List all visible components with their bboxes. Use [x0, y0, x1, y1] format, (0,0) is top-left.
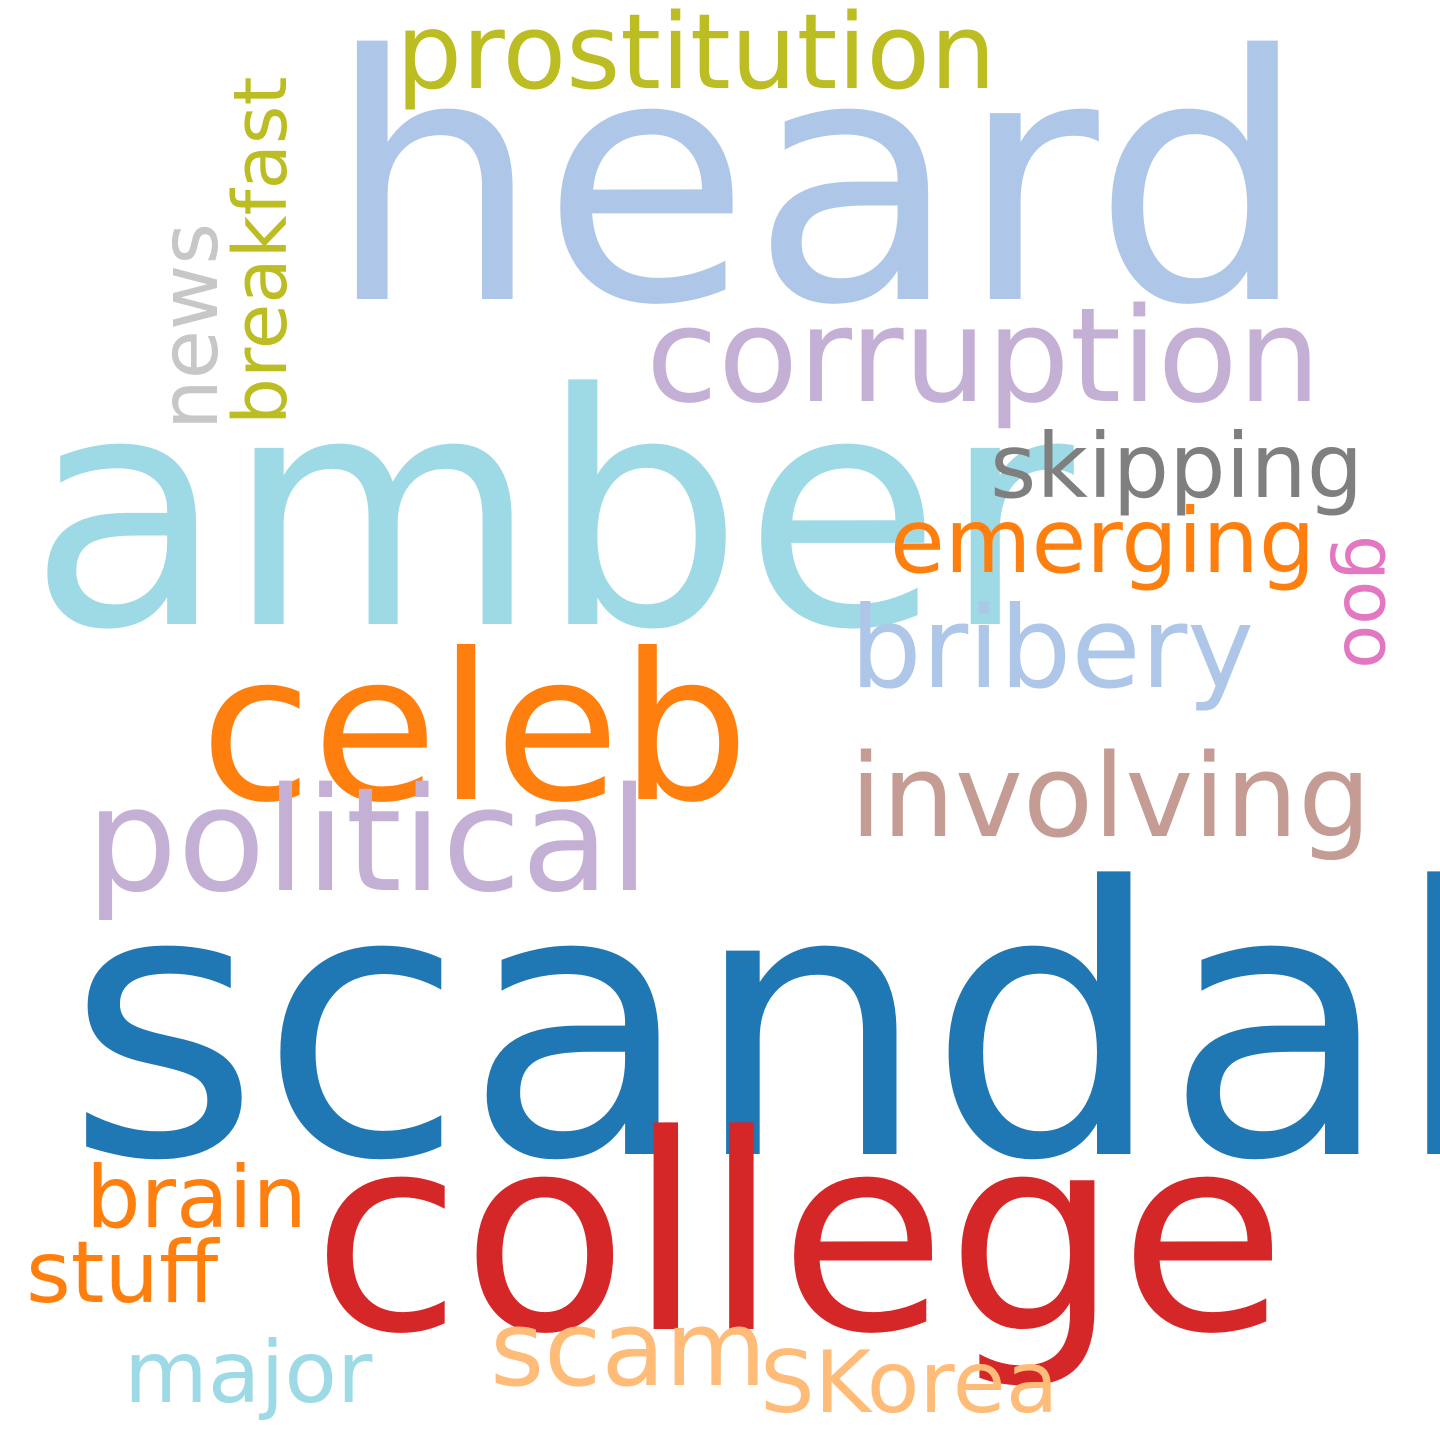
word-heard: heard [326, 0, 1309, 380]
word-amber: amber [28, 325, 1074, 700]
word-major: major [124, 1323, 373, 1423]
word-involving: involving [850, 730, 1372, 864]
word-skipping: skipping [990, 414, 1364, 518]
word-skorea: SKorea [760, 1333, 1059, 1433]
word-prostitution: prostitution [396, 0, 996, 113]
word-goo: goo [1328, 535, 1412, 669]
word-emerging: emerging [890, 489, 1316, 593]
word-college: college [312, 1078, 1287, 1394]
word-celeb: celeb [200, 611, 750, 848]
word-scandal: scandal [66, 809, 1440, 1242]
word-stuff: stuff [26, 1223, 219, 1323]
word-bribery: bribery [850, 582, 1255, 714]
word-scam: scam [490, 1288, 767, 1410]
word-brain: brain [86, 1148, 308, 1248]
word-corruption: corruption [646, 279, 1321, 432]
word-breakfast: breakfast [218, 76, 304, 425]
word-political: political [86, 756, 650, 924]
